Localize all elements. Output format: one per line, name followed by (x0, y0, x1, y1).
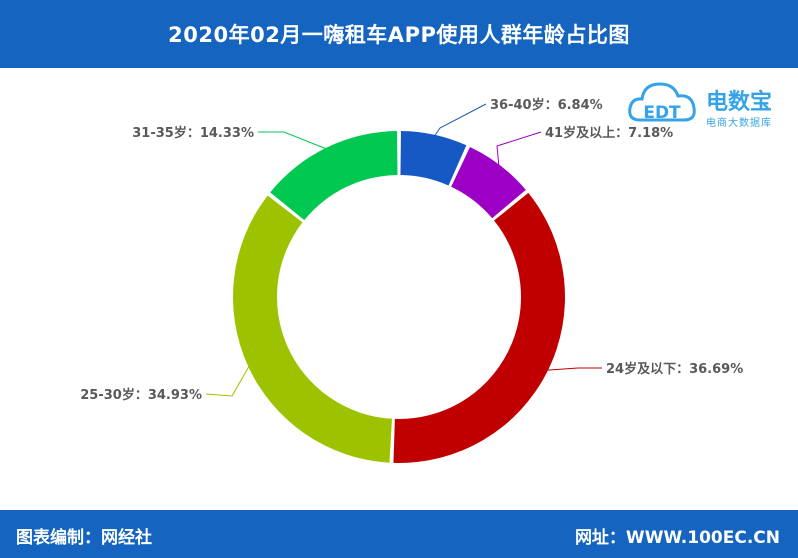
logo: EDT 电数宝 电商大数据库 (626, 74, 796, 136)
slice-label: 25-30岁：34.93% (80, 387, 202, 403)
chart-title: 2020年02月一嗨租车APP使用人群年龄占比图 (168, 23, 630, 47)
logo-mark: EDT (643, 103, 681, 123)
cloud-logo-icon: EDT (628, 82, 696, 123)
logo-subtitle: 电商大数据库 (706, 118, 772, 129)
leader-line (205, 364, 251, 397)
chart-footer: 图表编制：网经社 网址：WWW.100EC.CN (0, 510, 798, 558)
leader-line (433, 103, 487, 138)
donut-slice (393, 192, 565, 463)
slice-label: 36-40岁：6.84% (490, 97, 603, 113)
donut-slice (400, 131, 467, 186)
logo-name: 电数宝 (706, 90, 773, 115)
slice-label: 31-35岁：14.33% (132, 125, 254, 141)
donut-chart: 36-40岁：6.84% 41岁及以上：7.18% 24岁及以下：36.69% 25-… (80, 97, 743, 463)
slice-label: 24岁及以下：36.69% (606, 361, 743, 377)
footer-source: 图表编制：网经社 (16, 528, 152, 548)
slice-label: 41岁及以上：7.18% (545, 125, 673, 141)
leader-line (545, 367, 602, 371)
chart-header: 2020年02月一嗨租车APP使用人群年龄占比图 (0, 0, 798, 68)
donut-slice (232, 195, 392, 463)
donut-slice (270, 131, 398, 221)
donut-slice (451, 146, 526, 219)
footer-url[interactable]: 网址：WWW.100EC.CN (574, 528, 780, 548)
leader-line (258, 131, 328, 150)
leader-line (496, 131, 542, 168)
